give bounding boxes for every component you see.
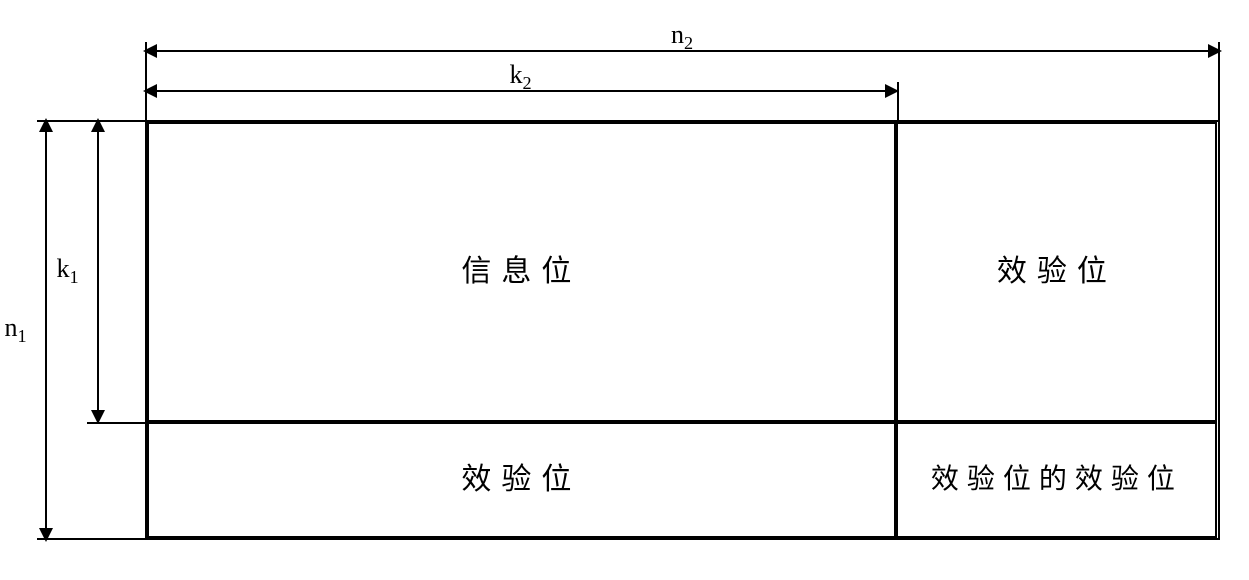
cell-check-right-text: 效验位 bbox=[997, 253, 1117, 291]
cell-check-corner: 效验位的效验位 bbox=[896, 422, 1217, 538]
tick-n1-bottom bbox=[37, 538, 145, 540]
dim-k2-label: k2 bbox=[509, 60, 531, 94]
dim-n2-label: n2 bbox=[671, 20, 693, 54]
dim-k2: k2 bbox=[145, 90, 897, 92]
cell-info-text: 信息位 bbox=[461, 253, 581, 291]
dim-k1: k1 bbox=[97, 120, 99, 422]
cell-check-bottom: 效验位 bbox=[147, 422, 897, 538]
cell-check-right: 效验位 bbox=[896, 122, 1217, 422]
cell-check-corner-text: 效验位的效验位 bbox=[931, 462, 1183, 497]
dim-n1: n1 bbox=[45, 120, 47, 540]
dim-n2: n2 bbox=[145, 50, 1220, 52]
code-grid: 信息位 效验位 效验位 效验位的效验位 bbox=[145, 120, 1220, 540]
cell-check-bottom-text: 效验位 bbox=[461, 461, 581, 499]
cell-info: 信息位 bbox=[147, 122, 897, 422]
dim-k1-label: k1 bbox=[57, 254, 79, 288]
dim-n1-label: n1 bbox=[5, 313, 27, 347]
product-code-diagram: n2 k2 n1 k1 信息位 效验位 效验位 bbox=[25, 20, 1225, 560]
